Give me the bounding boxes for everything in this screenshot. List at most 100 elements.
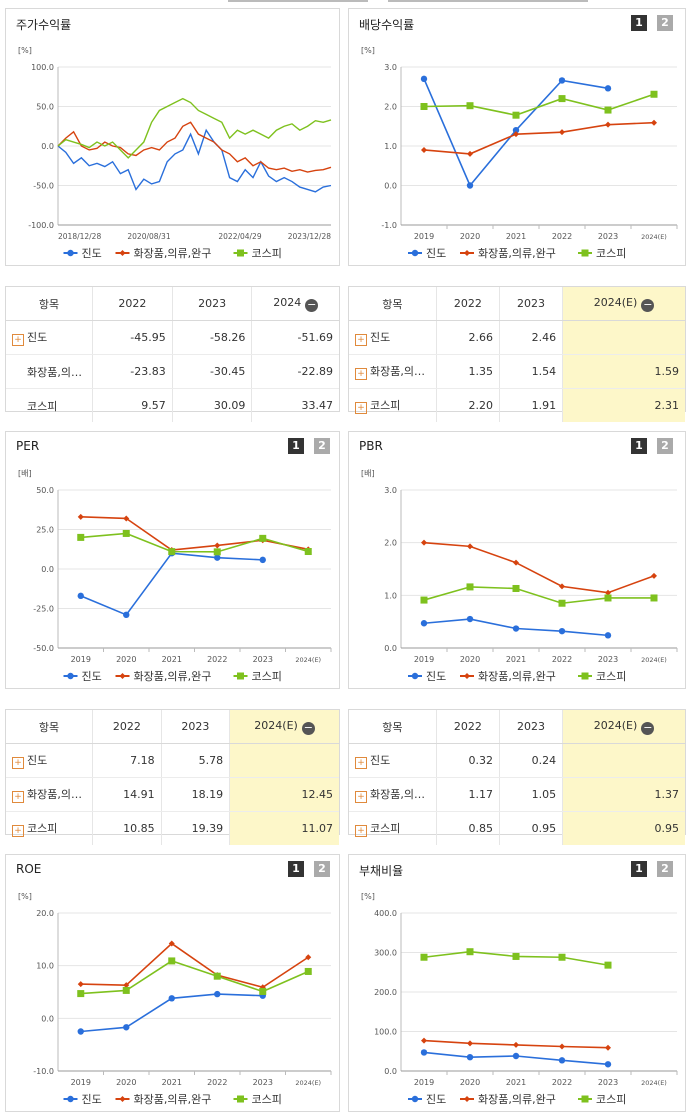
data-point-jindo[interactable] — [420, 620, 428, 627]
data-point-cosmetics[interactable] — [123, 982, 130, 989]
page-1-button[interactable]: 1 — [631, 15, 647, 31]
data-point-jindo[interactable] — [512, 127, 520, 134]
data-point-cosmetics[interactable] — [651, 119, 657, 126]
expand-plus-icon[interactable]: + — [355, 402, 367, 414]
data-point-kospi[interactable] — [650, 90, 658, 98]
data-point-kospi[interactable] — [466, 102, 474, 110]
data-point-jindo[interactable] — [123, 611, 130, 619]
data-point-jindo[interactable] — [77, 592, 84, 600]
data-point-cosmetics[interactable] — [421, 539, 427, 546]
legend-item-cosmetics[interactable]: 화장품,의류,완구 — [460, 247, 556, 260]
data-point-cosmetics[interactable] — [513, 1041, 519, 1048]
data-point-kospi[interactable] — [304, 967, 312, 975]
data-point-kospi[interactable] — [466, 948, 474, 956]
data-point-kospi[interactable] — [604, 961, 612, 969]
legend-item-cosmetics[interactable]: 화장품,의류,완구 — [460, 670, 556, 683]
legend-item-jindo[interactable]: 진도 — [63, 247, 102, 260]
data-point-kospi[interactable] — [213, 972, 221, 980]
data-point-kospi[interactable] — [168, 548, 176, 556]
data-point-jindo[interactable] — [558, 627, 566, 635]
data-point-cosmetics[interactable] — [305, 954, 312, 961]
page-2-button[interactable]: 2 — [657, 438, 673, 454]
data-point-cosmetics[interactable] — [421, 1037, 427, 1044]
expand-plus-icon[interactable]: + — [12, 757, 24, 769]
data-point-cosmetics[interactable] — [467, 543, 473, 550]
data-point-jindo[interactable] — [214, 554, 221, 561]
data-point-kospi[interactable] — [77, 990, 85, 998]
data-point-jindo[interactable] — [558, 77, 566, 84]
data-point-kospi[interactable] — [213, 548, 221, 556]
data-point-jindo[interactable] — [512, 625, 520, 632]
data-point-cosmetics[interactable] — [605, 1044, 611, 1051]
data-point-kospi[interactable] — [604, 594, 612, 602]
data-point-kospi[interactable] — [558, 599, 566, 607]
data-point-kospi[interactable] — [650, 594, 658, 602]
data-point-cosmetics[interactable] — [259, 984, 266, 991]
data-point-kospi[interactable] — [558, 953, 566, 961]
data-point-kospi[interactable] — [122, 529, 130, 537]
legend-item-cosmetics[interactable]: 화장품,의류,완구 — [115, 670, 212, 683]
data-point-cosmetics[interactable] — [559, 583, 565, 590]
data-point-cosmetics[interactable] — [168, 940, 175, 947]
data-point-kospi[interactable] — [512, 952, 520, 960]
page-2-button[interactable]: 2 — [314, 861, 330, 877]
expand-plus-icon[interactable]: + — [355, 825, 367, 837]
legend-item-jindo[interactable]: 진도 — [408, 670, 446, 683]
data-point-jindo[interactable] — [420, 1049, 428, 1056]
legend-item-jindo[interactable]: 진도 — [408, 247, 446, 260]
data-point-kospi[interactable] — [168, 957, 176, 965]
data-point-jindo[interactable] — [466, 1053, 474, 1061]
legend-item-cosmetics[interactable]: 화장품,의류,완구 — [115, 247, 212, 260]
page-2-button[interactable]: 2 — [314, 438, 330, 454]
data-point-jindo[interactable] — [214, 990, 221, 998]
legend-item-kospi[interactable]: 코스피 — [233, 1093, 282, 1106]
data-point-jindo[interactable] — [466, 615, 474, 623]
data-point-cosmetics[interactable] — [467, 1040, 473, 1047]
legend-item-kospi[interactable]: 코스피 — [233, 247, 282, 260]
data-point-kospi[interactable] — [122, 986, 130, 994]
legend-item-cosmetics[interactable]: 화장품,의류,완구 — [115, 1093, 212, 1106]
page-2-button[interactable]: 2 — [657, 861, 673, 877]
collapse-minus-icon[interactable]: − — [641, 720, 655, 735]
data-point-kospi[interactable] — [420, 953, 428, 961]
data-point-cosmetics[interactable] — [77, 981, 84, 988]
data-point-jindo[interactable] — [604, 1061, 612, 1068]
data-point-kospi[interactable] — [259, 534, 267, 542]
data-point-kospi[interactable] — [77, 533, 85, 541]
data-point-cosmetics[interactable] — [513, 131, 519, 138]
data-point-jindo[interactable] — [604, 85, 612, 92]
legend-item-cosmetics[interactable]: 화장품,의류,완구 — [460, 1093, 556, 1106]
expand-plus-icon[interactable]: + — [12, 334, 24, 346]
expand-plus-icon[interactable]: + — [355, 334, 367, 346]
data-point-cosmetics[interactable] — [559, 1043, 565, 1050]
legend-item-kospi[interactable]: 코스피 — [578, 247, 626, 260]
data-point-cosmetics[interactable] — [467, 150, 473, 157]
legend-item-kospi[interactable]: 코스피 — [578, 670, 626, 683]
collapse-minus-icon[interactable]: − — [305, 297, 319, 312]
data-point-cosmetics[interactable] — [605, 589, 611, 596]
data-point-jindo[interactable] — [466, 182, 474, 189]
data-point-jindo[interactable] — [168, 995, 175, 1002]
data-point-jindo[interactable] — [259, 556, 266, 564]
data-point-kospi[interactable] — [512, 111, 520, 119]
expand-plus-icon[interactable]: + — [12, 791, 24, 803]
collapse-minus-icon[interactable]: − — [301, 720, 315, 735]
page-1-button[interactable]: 1 — [631, 438, 647, 454]
data-point-kospi[interactable] — [604, 106, 612, 114]
data-point-kospi[interactable] — [420, 103, 428, 110]
expand-plus-icon[interactable]: + — [355, 757, 367, 769]
data-point-cosmetics[interactable] — [605, 121, 611, 128]
page-1-button[interactable]: 1 — [631, 861, 647, 877]
page-1-button[interactable]: 1 — [288, 438, 304, 454]
legend-item-kospi[interactable]: 코스피 — [578, 1093, 626, 1106]
data-point-cosmetics[interactable] — [513, 559, 519, 566]
legend-item-kospi[interactable]: 코스피 — [233, 670, 282, 683]
expand-plus-icon[interactable]: + — [355, 791, 367, 803]
page-1-button[interactable]: 1 — [288, 861, 304, 877]
data-point-jindo[interactable] — [558, 1057, 566, 1064]
data-point-jindo[interactable] — [420, 75, 428, 83]
legend-item-jindo[interactable]: 진도 — [408, 1093, 446, 1106]
data-point-kospi[interactable] — [466, 583, 474, 591]
data-point-cosmetics[interactable] — [214, 542, 221, 549]
data-point-kospi[interactable] — [558, 95, 566, 103]
